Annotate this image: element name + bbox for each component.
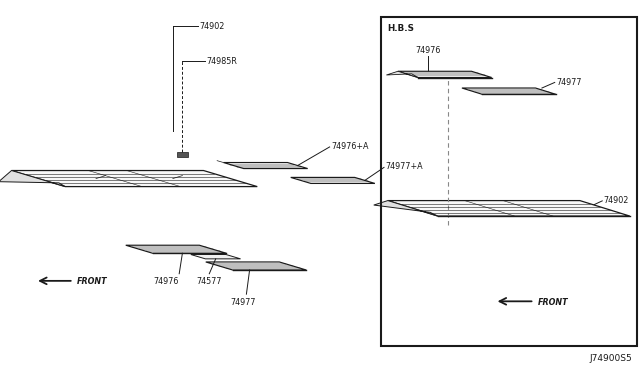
Text: FRONT: FRONT <box>538 298 568 307</box>
Text: 74985R: 74985R <box>206 57 237 66</box>
Polygon shape <box>223 163 308 169</box>
Bar <box>381 17 637 346</box>
Text: 74902: 74902 <box>200 22 225 31</box>
Text: J74900S5: J74900S5 <box>589 354 632 363</box>
Polygon shape <box>12 170 257 187</box>
Polygon shape <box>191 254 241 259</box>
Text: H.B.S: H.B.S <box>387 24 414 33</box>
Text: 74577: 74577 <box>196 278 222 286</box>
Polygon shape <box>206 262 307 270</box>
Polygon shape <box>291 177 375 183</box>
Text: 74976+A: 74976+A <box>331 142 369 151</box>
Text: 74977: 74977 <box>230 298 256 307</box>
Polygon shape <box>388 201 630 216</box>
Text: FRONT: FRONT <box>77 277 108 286</box>
Polygon shape <box>126 245 227 253</box>
Text: 74976: 74976 <box>154 278 179 286</box>
Polygon shape <box>374 201 438 216</box>
Text: 74902: 74902 <box>604 196 629 205</box>
Text: 74976: 74976 <box>415 45 441 55</box>
Text: 74977: 74977 <box>556 78 582 87</box>
Bar <box>177 152 188 157</box>
Polygon shape <box>462 88 556 94</box>
Polygon shape <box>387 71 418 77</box>
Polygon shape <box>398 71 492 77</box>
Polygon shape <box>0 170 65 187</box>
Text: 74977+A: 74977+A <box>385 162 423 171</box>
